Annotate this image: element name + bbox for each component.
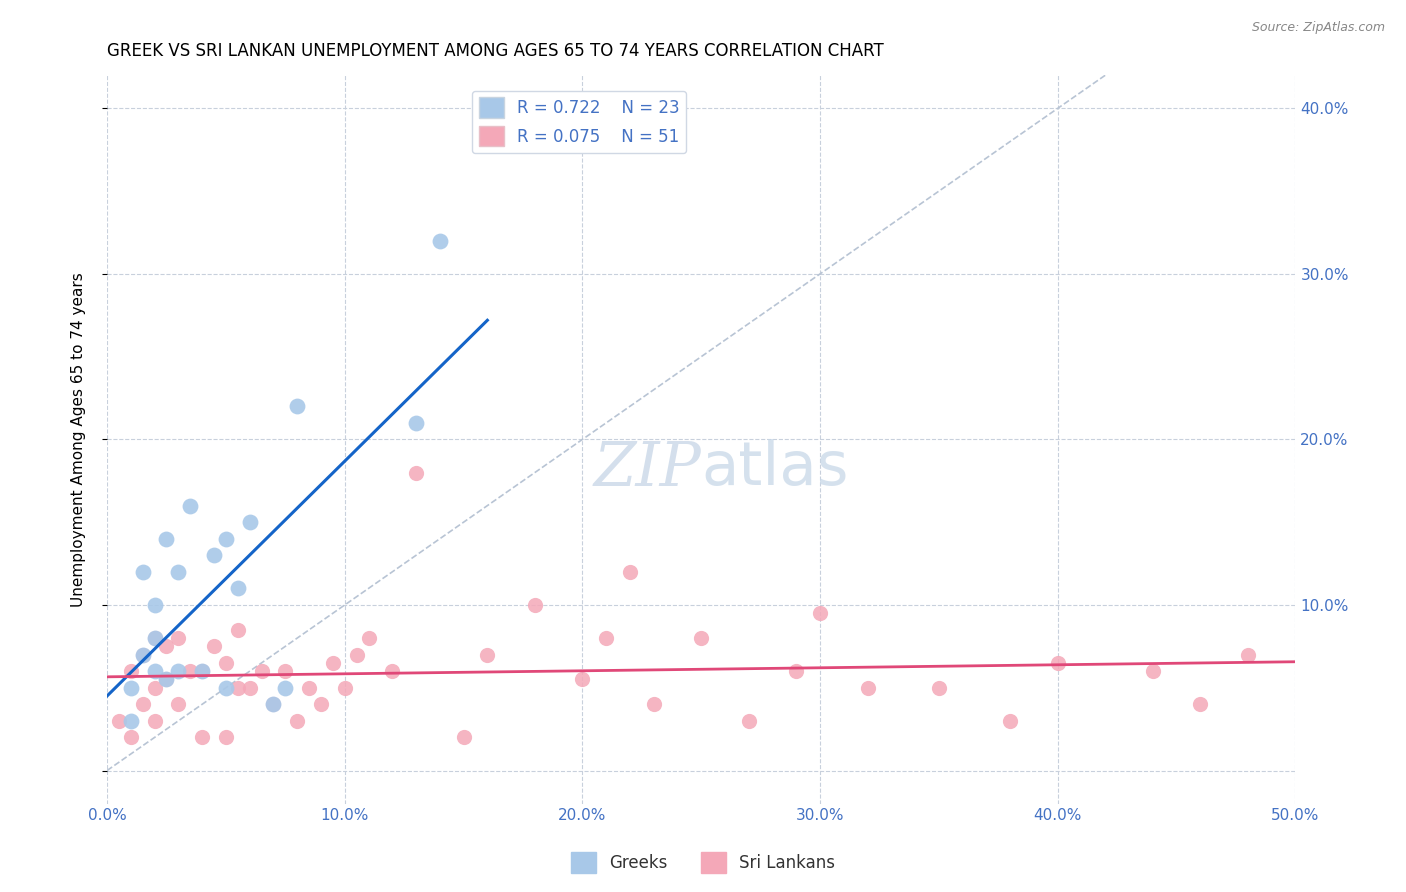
Point [239,681,262,695]
Point [285,399,308,413]
Point [595,631,617,645]
Point [167,664,190,678]
Point [120,731,142,745]
Point [143,714,166,728]
Point [143,664,166,678]
Point [132,648,155,662]
Point [191,664,214,678]
Point [143,681,166,695]
Point [179,499,201,513]
Point [1189,698,1212,712]
Point [298,681,321,695]
Point [215,731,238,745]
Point [333,681,356,695]
Text: Source: ZipAtlas.com: Source: ZipAtlas.com [1251,21,1385,34]
Point [226,681,249,695]
Point [191,731,214,745]
Point [1142,664,1164,678]
Point [226,623,249,637]
Point [405,466,427,480]
Point [785,664,807,678]
Point [1237,648,1260,662]
Point [1000,714,1022,728]
Point [155,673,177,687]
Y-axis label: Unemployment Among Ages 65 to 74 years: Unemployment Among Ages 65 to 74 years [72,272,86,607]
Point [215,656,238,670]
Point [381,664,404,678]
Point [132,565,155,579]
Point [120,664,142,678]
Point [619,565,641,579]
Point [202,549,225,563]
Point [202,640,225,654]
Point [155,673,177,687]
Point [250,664,273,678]
Point [928,681,950,695]
Point [808,606,831,620]
Point [856,681,879,695]
Point [120,681,142,695]
Legend: Greeks, Sri Lankans: Greeks, Sri Lankans [564,846,842,880]
Point [108,714,131,728]
Point [405,416,427,430]
Point [143,631,166,645]
Point [322,656,344,670]
Point [262,698,284,712]
Point [167,565,190,579]
Point [132,698,155,712]
Text: ZIP: ZIP [593,439,702,499]
Point [132,648,155,662]
Point [643,698,665,712]
Point [215,532,238,546]
Point [571,673,593,687]
Point [285,714,308,728]
Point [155,640,177,654]
Point [262,698,284,712]
Point [155,532,177,546]
Text: GREEK VS SRI LANKAN UNEMPLOYMENT AMONG AGES 65 TO 74 YEARS CORRELATION CHART: GREEK VS SRI LANKAN UNEMPLOYMENT AMONG A… [107,42,884,60]
Point [453,731,475,745]
Point [274,681,297,695]
Point [120,714,142,728]
Point [191,664,214,678]
Point [239,515,262,529]
Point [226,582,249,596]
Point [429,234,451,248]
Point [215,681,238,695]
Point [357,631,380,645]
Point [523,598,546,612]
Point [167,698,190,712]
Point [179,664,201,678]
Point [477,648,499,662]
Text: atlas: atlas [702,439,849,498]
Point [143,598,166,612]
Point [167,631,190,645]
Point [738,714,761,728]
Point [690,631,713,645]
Point [274,664,297,678]
Legend: R = 0.722    N = 23, R = 0.075    N = 51: R = 0.722 N = 23, R = 0.075 N = 51 [472,91,686,153]
Point [309,698,332,712]
Point [1046,656,1069,670]
Point [143,631,166,645]
Point [346,648,368,662]
